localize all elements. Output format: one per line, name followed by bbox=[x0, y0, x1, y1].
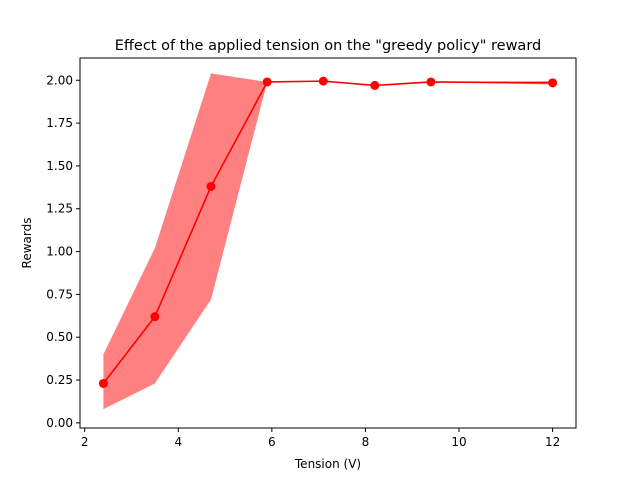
series-line-layer bbox=[102, 80, 553, 384]
x-tick-label: 2 bbox=[81, 435, 89, 449]
y-tick-label: 1.50 bbox=[46, 159, 73, 173]
data-point bbox=[98, 378, 108, 388]
x-tick-label: 4 bbox=[174, 435, 182, 449]
plot-area-frame bbox=[79, 57, 577, 429]
x-tick-label: 8 bbox=[362, 435, 370, 449]
data-point bbox=[370, 80, 380, 90]
chart-title: Effect of the applied tension on the "gr… bbox=[115, 38, 541, 54]
y-tick-label: 2.00 bbox=[46, 73, 73, 87]
data-point bbox=[262, 77, 272, 87]
data-point-layer bbox=[98, 76, 558, 388]
x-axis-label: Tension (V) bbox=[294, 457, 361, 471]
y-tick-label: 1.25 bbox=[46, 202, 73, 216]
data-point bbox=[206, 181, 216, 191]
x-tick-label: 10 bbox=[451, 435, 466, 449]
series-line bbox=[102, 80, 553, 384]
data-point bbox=[426, 77, 436, 87]
x-axis-ticks: 2 4 6 8 10 12 bbox=[81, 428, 560, 449]
y-tick-label: 0.25 bbox=[46, 373, 73, 387]
data-point bbox=[150, 312, 160, 322]
y-tick-label: 1.75 bbox=[46, 116, 73, 130]
y-tick-label: 0.50 bbox=[46, 330, 73, 344]
data-point bbox=[548, 78, 558, 88]
data-point bbox=[318, 76, 328, 86]
confidence-band-layer bbox=[103, 73, 553, 410]
y-tick-label: 0.00 bbox=[46, 416, 73, 430]
y-axis-ticks: 0.00 0.25 0.50 0.75 1.00 1.25 1.50 1.75 2.00 bbox=[46, 73, 80, 430]
x-tick-label: 6 bbox=[268, 435, 276, 449]
confidence-band bbox=[103, 73, 553, 410]
x-tick-label: 12 bbox=[545, 435, 560, 449]
y-axis-label: Rewards bbox=[20, 218, 34, 269]
y-tick-label: 0.75 bbox=[46, 287, 73, 301]
y-tick-label: 1.00 bbox=[46, 245, 73, 259]
